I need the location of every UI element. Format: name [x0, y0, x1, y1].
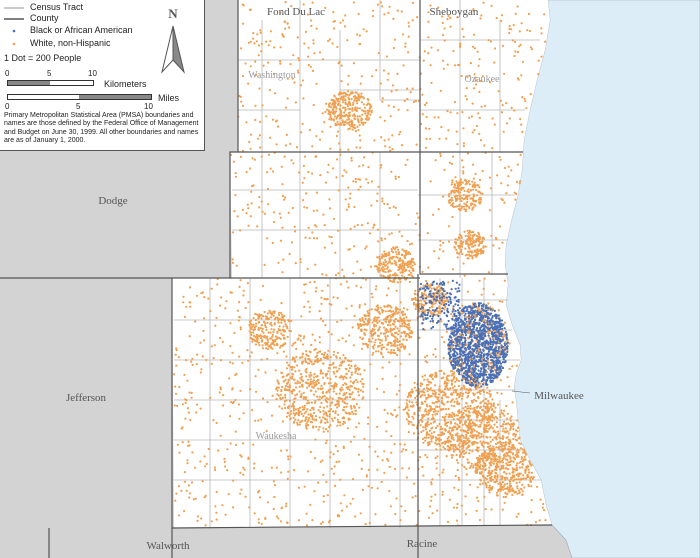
boundary-note: Primary Metropolitan Statistical Area (P… [4, 112, 199, 145]
county-label-waukesha: Waukesha [256, 431, 297, 442]
county-label-fond-du-lac: Fond Du Lac [267, 6, 325, 18]
north-label: N [168, 6, 178, 21]
map-legend: Census Tract County Black or African Ame… [0, 0, 205, 151]
dot-value-text: 1 Dot = 200 People [4, 53, 82, 63]
county-label-jefferson: Jefferson [66, 392, 107, 404]
county-line-icon [4, 18, 24, 20]
county-label-racine: Racine [407, 538, 438, 550]
blue-dot-icon [12, 29, 16, 33]
legend-label: County [30, 13, 59, 23]
legend-label: Black or African American [30, 25, 133, 35]
km-tick: 0 [5, 69, 10, 78]
county-label-dodge: Dodge [98, 195, 127, 207]
census-tract-line-icon [4, 7, 24, 9]
legend-label: Census Tract [30, 2, 84, 12]
county-boundaries [0, 0, 553, 558]
km-tick: 5 [47, 69, 52, 78]
county-label-washington: Washington [248, 70, 296, 81]
milwaukee-leader-line [511, 390, 531, 394]
county-label-sheboygan: Sheboygan [430, 6, 479, 18]
mile-tick: 10 [144, 102, 153, 111]
north-arrow-icon: N [161, 6, 185, 74]
dot-value-note: 1 Dot = 200 People [4, 53, 81, 64]
km-tick: 10 [88, 69, 97, 78]
orange-dot-icon [12, 42, 16, 46]
mile-tick: 5 [76, 102, 81, 111]
km-unit-label: Kilometers [104, 79, 147, 89]
population-dots [173, 0, 547, 527]
county-label-milwaukee: Milwaukee [534, 390, 584, 402]
mile-unit-label: Miles [158, 93, 180, 103]
county-label-walworth: Walworth [146, 540, 190, 552]
mile-tick: 0 [5, 102, 10, 111]
mile-scale-bar [7, 94, 152, 100]
km-scale-bar [7, 80, 94, 86]
legend-label: White, non-Hispanic [30, 38, 111, 48]
county-label-ozaukee: Ozaukee [465, 74, 501, 85]
